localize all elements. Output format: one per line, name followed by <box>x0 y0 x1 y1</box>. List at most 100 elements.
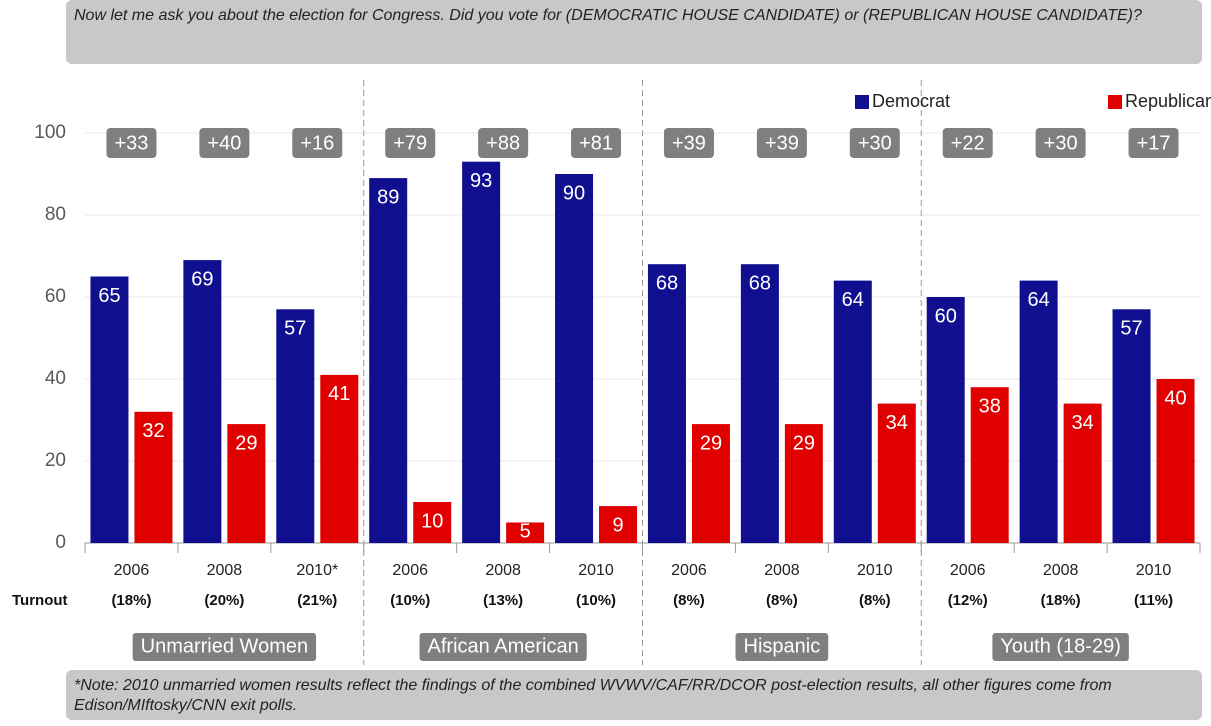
margin-badge <box>106 128 157 158</box>
value-label: 90 <box>563 182 585 204</box>
value-label: 65 <box>98 285 120 307</box>
x-tick-label: 2010 <box>857 562 893 579</box>
turnout-label: (8%) <box>859 592 891 609</box>
question: Now let me ask you about the election fo… <box>66 0 1202 64</box>
group-box <box>419 633 587 661</box>
value-label: 93 <box>470 170 492 192</box>
legend-swatch <box>1108 95 1122 109</box>
group-box <box>992 633 1129 661</box>
value-label: 29 <box>700 432 722 454</box>
legend-label: Democrat <box>872 91 950 111</box>
value-label: 38 <box>979 395 1001 417</box>
margin-badge <box>385 128 436 158</box>
legend-swatch <box>855 95 869 109</box>
group-label: Youth (18-29) <box>1000 635 1120 657</box>
bar <box>462 161 501 543</box>
y-tick-label: 0 <box>55 532 66 553</box>
turnout-label: (12%) <box>948 592 988 609</box>
bar <box>555 174 594 543</box>
x-tick-label: 2006 <box>392 562 428 579</box>
value-label: 34 <box>1072 412 1094 434</box>
margin-badge <box>478 128 529 158</box>
margin-label: +81 <box>579 132 613 154</box>
bar <box>1019 280 1058 543</box>
bar <box>183 260 222 543</box>
legend-label: Republican <box>1125 91 1211 111</box>
margin-label: +39 <box>672 132 706 154</box>
x-tick-label: 2010* <box>296 562 338 579</box>
value-label: 57 <box>284 318 306 340</box>
bar <box>784 424 823 543</box>
bar <box>647 264 686 543</box>
margin-label: +30 <box>858 132 892 154</box>
value-label: 57 <box>1120 318 1142 340</box>
turnout-label: (18%) <box>111 592 151 609</box>
y-tick-label: 40 <box>45 368 66 389</box>
margin-badge <box>942 128 993 158</box>
x-tick-label: 2008 <box>207 562 243 579</box>
y-tick-label: 80 <box>45 204 66 225</box>
value-label: 69 <box>191 268 213 290</box>
group-box <box>735 633 829 661</box>
y-tick-label: 60 <box>45 286 66 307</box>
bar <box>970 387 1009 543</box>
margin-badge <box>571 128 622 158</box>
margin-badge <box>663 128 714 158</box>
turnout-label: (8%) <box>673 592 705 609</box>
margin-label: +33 <box>114 132 148 154</box>
bar <box>227 424 266 543</box>
turnout-label: (13%) <box>483 592 523 609</box>
margin-label: +39 <box>765 132 799 154</box>
value-label: 89 <box>377 186 399 208</box>
bar <box>599 506 638 543</box>
margin-label: +88 <box>486 132 520 154</box>
margin-badge <box>199 128 250 158</box>
x-tick-label: 2010 <box>1136 562 1172 579</box>
bar <box>833 280 872 543</box>
x-tick-label: 2006 <box>950 562 986 579</box>
bar <box>506 522 545 543</box>
group-box <box>132 633 317 661</box>
margin-label: +17 <box>1137 132 1171 154</box>
value-label: 29 <box>235 432 257 454</box>
margin-label: +30 <box>1044 132 1078 154</box>
value-label: 32 <box>142 420 164 442</box>
bar <box>691 424 730 543</box>
value-label: 10 <box>421 510 443 532</box>
group-label: Hispanic <box>744 635 821 657</box>
bar <box>90 276 129 543</box>
bar <box>134 411 173 543</box>
turnout-label: (11%) <box>1134 592 1173 609</box>
margin-badge <box>1128 128 1179 158</box>
turnout-label: (18%) <box>1041 592 1081 609</box>
y-tick-label: 100 <box>34 122 66 143</box>
bar <box>740 264 779 543</box>
value-label: 29 <box>793 432 815 454</box>
group-label: Unmarried Women <box>141 635 308 657</box>
x-tick-label: 2006 <box>114 562 150 579</box>
margin-badge <box>292 128 343 158</box>
x-tick-label: 2008 <box>764 562 800 579</box>
margin-label: +22 <box>951 132 985 154</box>
x-tick-label: 2008 <box>1043 562 1079 579</box>
bar <box>320 374 359 543</box>
x-tick-label: 2008 <box>485 562 521 579</box>
bar <box>276 309 315 543</box>
value-label: 5 <box>520 520 531 542</box>
bar <box>926 297 965 543</box>
value-label: 64 <box>1028 289 1050 311</box>
margin-label: +16 <box>300 132 334 154</box>
value-label: 68 <box>656 272 678 294</box>
turnout-label: (10%) <box>390 592 430 609</box>
margin-label: +40 <box>207 132 241 154</box>
y-tick-label: 20 <box>45 450 66 471</box>
value-label: 9 <box>612 514 623 536</box>
turnout-label: (21%) <box>297 592 337 609</box>
turnout-title: Turnout <box>12 592 68 609</box>
turnout-label: (8%) <box>766 592 798 609</box>
bar <box>369 178 408 543</box>
chart: 0 20 40 60 80 100 65 32 +33 2006 (18%) 69 29 +40 2008 (… <box>12 80 1211 665</box>
x-tick-label: 2010 <box>578 562 614 579</box>
note: *Note: 2010 unmarried women results refl… <box>66 670 1202 720</box>
